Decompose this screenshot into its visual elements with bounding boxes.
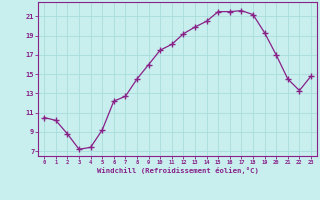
X-axis label: Windchill (Refroidissement éolien,°C): Windchill (Refroidissement éolien,°C) xyxy=(97,167,259,174)
